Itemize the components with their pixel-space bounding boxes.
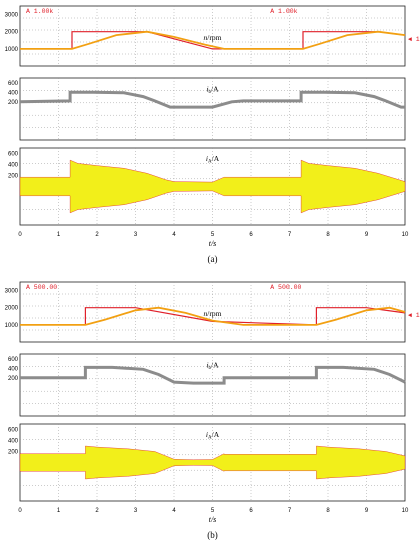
x-tick-label: 0 (18, 232, 22, 238)
panel-label: iA/A (206, 430, 220, 441)
y-tick-label: 3000 (5, 13, 19, 19)
panel-3: 600 400 200 iA/A (8, 147, 406, 226)
panel-label: iA/A (206, 154, 220, 165)
y-tick-label: 400 (8, 163, 19, 169)
panel-1: 3000 2000 1000 n/rpm A 1.00k A 1.00k ◄ 1 (5, 5, 420, 67)
y-tick-label: 3000 (5, 289, 19, 295)
y-tick-label: 2000 (5, 30, 19, 36)
series-speed-actual (20, 30, 406, 50)
y-tick-label: 600 (8, 152, 19, 158)
x-tick-label: 6 (249, 232, 253, 238)
x-tick-label: 2 (95, 508, 99, 514)
x-tick-label: 1 (57, 232, 61, 238)
series-speed-actual (20, 306, 406, 326)
x-tick-label: 2 (95, 232, 99, 238)
subfigure-label: (a) (208, 254, 218, 264)
channel-marker: ◄ 1 (408, 312, 420, 319)
x-tick-label: 3 (134, 508, 138, 514)
subfigure-label: (b) (207, 530, 218, 540)
y-tick-label: 600 (8, 428, 19, 434)
y-tick-label: 600 (8, 357, 19, 363)
x-tick-label: 4 (172, 232, 176, 238)
x-tick-label: 7 (288, 232, 292, 238)
panel-2: 600 400 200 ib/A (8, 353, 406, 417)
y-tick-label: 200 (8, 174, 19, 180)
x-tick-label: 3 (134, 232, 138, 238)
series-speed-reference (20, 31, 406, 50)
panel-2: 600 400 200 ib/A (8, 77, 406, 141)
cursor-marker-left: A 500.00 (26, 284, 57, 291)
cursor-marker-left: A 1.00k (26, 8, 53, 15)
x-tick-label: 6 (249, 508, 253, 514)
x-axis-label: t/s (209, 515, 217, 524)
y-tick-label: 200 (8, 376, 19, 382)
series-phase-current (19, 159, 406, 214)
x-tick-label: 8 (326, 508, 330, 514)
channel-marker: ◄ 1 (408, 36, 420, 43)
x-tick-label: 4 (172, 508, 176, 514)
panel-label: n/rpm (204, 309, 222, 318)
cursor-marker-right: A 1.00k (270, 8, 297, 15)
x-tick-label: 5 (211, 508, 215, 514)
x-tick-label: 10 (402, 508, 409, 514)
series-dc-current (20, 365, 406, 385)
panel-1: 3000 2000 1000 n/rpm A 500.00 A 500.00 ◄ 1 (5, 281, 420, 343)
x-tick-label: 10 (402, 232, 409, 238)
panel-3: 600 400 200 iA/A (8, 423, 406, 502)
x-tick-label: 0 (18, 508, 22, 514)
y-tick-label: 1000 (5, 323, 19, 329)
x-axis-label: t/s (209, 239, 217, 248)
y-tick-label: 400 (8, 439, 19, 445)
x-tick-label: 9 (365, 508, 369, 514)
panel-label: n/rpm (204, 33, 222, 42)
panel-label: ib/A (206, 84, 219, 95)
panel-label: ib/A (206, 360, 219, 371)
x-tick-label: 9 (365, 232, 369, 238)
x-tick-label: 1 (57, 508, 61, 514)
y-tick-label: 2000 (5, 306, 19, 312)
series-dc-current (19, 90, 405, 109)
y-tick-label: 400 (8, 366, 19, 372)
y-tick-label: 600 (8, 81, 19, 87)
x-tick-label: 8 (326, 232, 330, 238)
x-tick-label: 7 (288, 508, 292, 514)
y-tick-label: 200 (8, 100, 19, 106)
y-tick-label: 200 (8, 450, 19, 456)
y-tick-label: 1000 (5, 47, 19, 53)
x-tick-label: 5 (211, 232, 215, 238)
cursor-marker-right: A 500.00 (270, 284, 301, 291)
series-phase-current (19, 445, 406, 480)
y-tick-label: 400 (8, 90, 19, 96)
